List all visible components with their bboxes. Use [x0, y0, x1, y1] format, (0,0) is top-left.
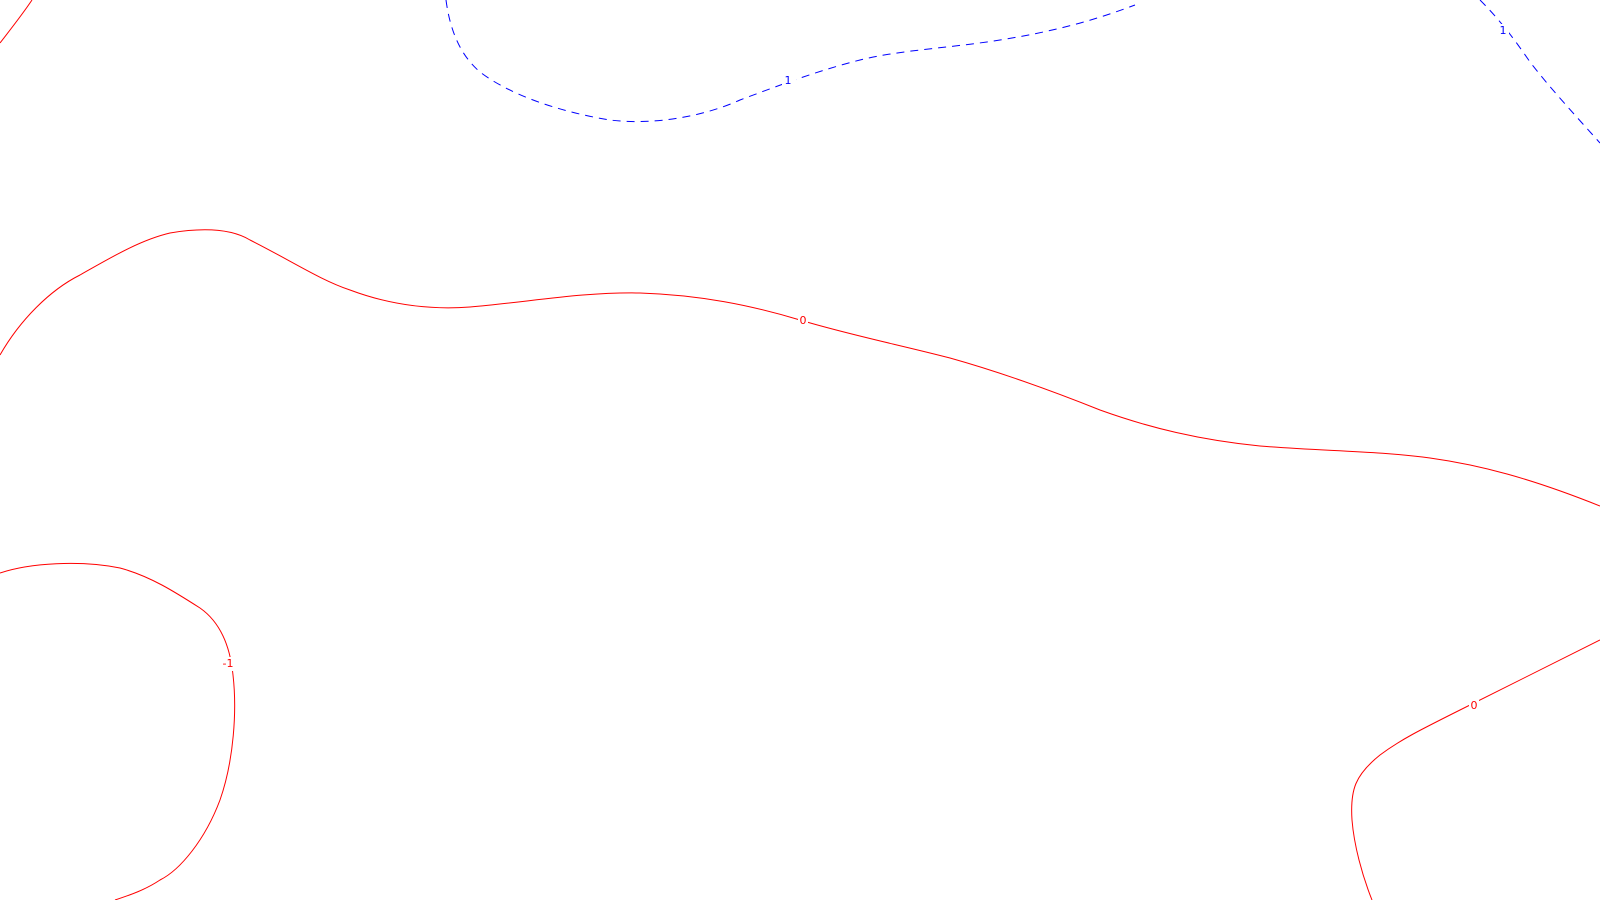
contour-blue-top-right: [1479, 0, 1600, 144]
contour-label-0-bottom-right: 0: [1471, 699, 1478, 712]
contour-label-blue-top-middle: 1: [785, 74, 792, 87]
contour-red-0-main: [0, 229, 1600, 507]
label-halo: [1469, 699, 1479, 713]
contour-blue-top-middle: [445, 0, 1136, 123]
label-halo: [798, 313, 808, 327]
contour-red-0-bottom-right: [1351, 639, 1600, 900]
contour-red-minus1-bottom-left: [0, 562, 236, 900]
contour-red-0-top-left-corner: [0, 0, 33, 44]
contour-label-minus1-bottom-left: -1: [223, 657, 234, 670]
contour-label-blue-top-right: 1: [1500, 24, 1507, 37]
label-halo: [1497, 24, 1509, 38]
label-halo: [221, 657, 235, 671]
contour-label-0-main: 0: [800, 314, 807, 327]
label-halo: [782, 74, 796, 88]
